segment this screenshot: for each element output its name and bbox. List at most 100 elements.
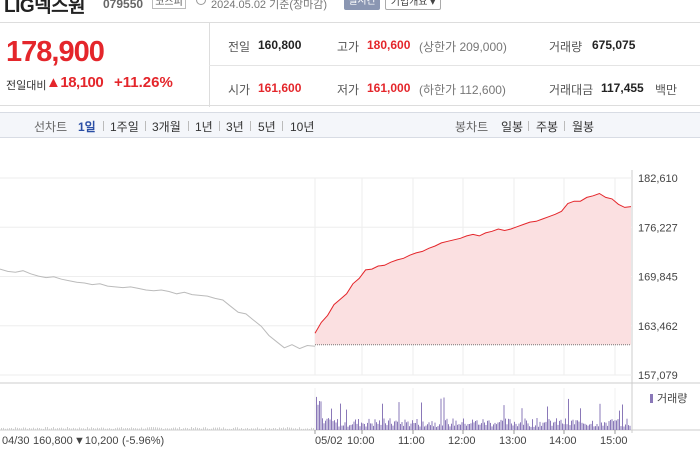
volume-bar bbox=[109, 428, 110, 430]
volume-bar bbox=[267, 428, 268, 430]
volume-bar bbox=[35, 428, 36, 430]
volume-bar bbox=[595, 426, 596, 430]
y-tick-label: 157,079 bbox=[638, 370, 678, 382]
volume-bar bbox=[395, 420, 397, 430]
volume-bar bbox=[237, 427, 238, 430]
candle-monthly[interactable]: 월봉 bbox=[572, 120, 595, 134]
period-1y[interactable]: 1년 bbox=[195, 120, 213, 134]
volume-bar bbox=[530, 426, 532, 430]
x-tick-label: 11:00 bbox=[398, 435, 425, 447]
volume-bar bbox=[169, 428, 170, 430]
volume-bar bbox=[341, 425, 343, 430]
volume-bar bbox=[559, 420, 560, 430]
volume-bar bbox=[257, 427, 258, 430]
footer-rate: (-5.96%) bbox=[122, 435, 164, 447]
lower-limit: (하한가 112,600) bbox=[419, 83, 506, 97]
volume-bar bbox=[587, 425, 589, 430]
volume-bar bbox=[509, 419, 511, 430]
volume-bar bbox=[317, 404, 319, 430]
volume-bar bbox=[545, 421, 547, 430]
volume-bar bbox=[145, 428, 146, 430]
stock-name: LIG넥스원 bbox=[4, 0, 86, 14]
volume-bar bbox=[391, 423, 392, 430]
volume-bar bbox=[39, 428, 40, 430]
volume-bar bbox=[277, 428, 278, 430]
volume-bar bbox=[602, 425, 604, 430]
price-chart[interactable]: 182,610 176,227 169,845 163,462 157,079 05/0… bbox=[0, 150, 700, 450]
volume-bar bbox=[7, 428, 8, 430]
period-1d[interactable]: 1일 bbox=[78, 120, 96, 134]
volume-bar bbox=[301, 428, 302, 430]
divider bbox=[282, 121, 283, 131]
current-price: 178,900 bbox=[6, 36, 105, 68]
volume-bar bbox=[155, 427, 156, 430]
volume-bar bbox=[442, 425, 443, 430]
volume-bar bbox=[299, 427, 300, 430]
volume-bar bbox=[551, 425, 553, 430]
corp-info-button[interactable]: 기업개요 ▾ bbox=[385, 0, 441, 10]
volume-bar bbox=[485, 425, 487, 430]
volume-bar bbox=[207, 428, 208, 430]
volume-bar bbox=[542, 422, 544, 430]
volume-bar bbox=[572, 419, 574, 430]
volume-bar bbox=[521, 408, 523, 430]
volume-bar bbox=[539, 421, 541, 430]
volume-bar bbox=[359, 426, 361, 430]
volume-bar bbox=[494, 422, 496, 430]
volume-bar bbox=[523, 424, 524, 430]
volume-bar bbox=[574, 424, 575, 430]
volume-bar bbox=[85, 428, 86, 430]
volume-bar bbox=[490, 422, 491, 430]
x-tick-label: 13:00 bbox=[499, 435, 527, 447]
volume-bar bbox=[457, 424, 458, 430]
volume-bar bbox=[397, 421, 398, 430]
volume-bar bbox=[295, 428, 296, 430]
volume-bar bbox=[157, 427, 158, 430]
divider bbox=[145, 121, 146, 131]
period-3y[interactable]: 3년 bbox=[226, 120, 244, 134]
volume-bar bbox=[413, 423, 415, 430]
volume-bar bbox=[15, 427, 16, 430]
period-3m[interactable]: 3개월 bbox=[152, 120, 181, 134]
volume-bar bbox=[445, 420, 446, 430]
period-1w[interactable]: 1주일 bbox=[110, 120, 139, 134]
high-label: 고가 bbox=[337, 40, 360, 54]
volume-bar bbox=[251, 428, 252, 430]
title-bar: LIG넥스원 079550 코스피 2024.05.02 기준(장마감) 실시간… bbox=[0, 0, 700, 14]
volume-bar bbox=[506, 424, 508, 430]
period-5y[interactable]: 5년 bbox=[258, 120, 276, 134]
candle-daily[interactable]: 일봉 bbox=[501, 120, 524, 134]
volume-bar bbox=[374, 419, 376, 430]
volume-bar bbox=[505, 418, 506, 430]
volume-bar bbox=[611, 419, 613, 430]
realtime-button[interactable]: 실시간 bbox=[344, 0, 380, 10]
volume-bar bbox=[125, 428, 126, 430]
volume-bar bbox=[467, 424, 469, 430]
volume-bar bbox=[625, 424, 626, 430]
period-10y[interactable]: 10년 bbox=[290, 120, 315, 134]
volume-bar bbox=[430, 425, 431, 430]
volume-bar bbox=[223, 427, 224, 430]
candle-weekly[interactable]: 주봉 bbox=[536, 120, 559, 134]
volume-bar bbox=[131, 427, 132, 430]
volume-bar bbox=[487, 420, 488, 430]
volume-bar bbox=[1, 428, 2, 430]
volume-bar bbox=[55, 428, 56, 430]
footer-date: 04/30 bbox=[2, 435, 30, 447]
volume-label: 거래량 bbox=[549, 40, 583, 54]
volume-bar bbox=[287, 427, 288, 430]
volume-bar bbox=[349, 425, 350, 430]
volume-bar bbox=[343, 425, 344, 430]
volume-bar bbox=[500, 419, 502, 430]
volume-bar bbox=[227, 428, 228, 430]
open-label: 시가 bbox=[228, 83, 251, 97]
volume-bar bbox=[461, 422, 463, 430]
volume-bar bbox=[255, 428, 256, 430]
volume-bar bbox=[77, 428, 78, 430]
volume-bar bbox=[319, 401, 320, 430]
volume-bar bbox=[449, 426, 451, 430]
volume-bar bbox=[143, 428, 144, 430]
volume-bar bbox=[544, 422, 545, 430]
volume-bar bbox=[5, 428, 6, 430]
volume-bar bbox=[326, 418, 328, 430]
